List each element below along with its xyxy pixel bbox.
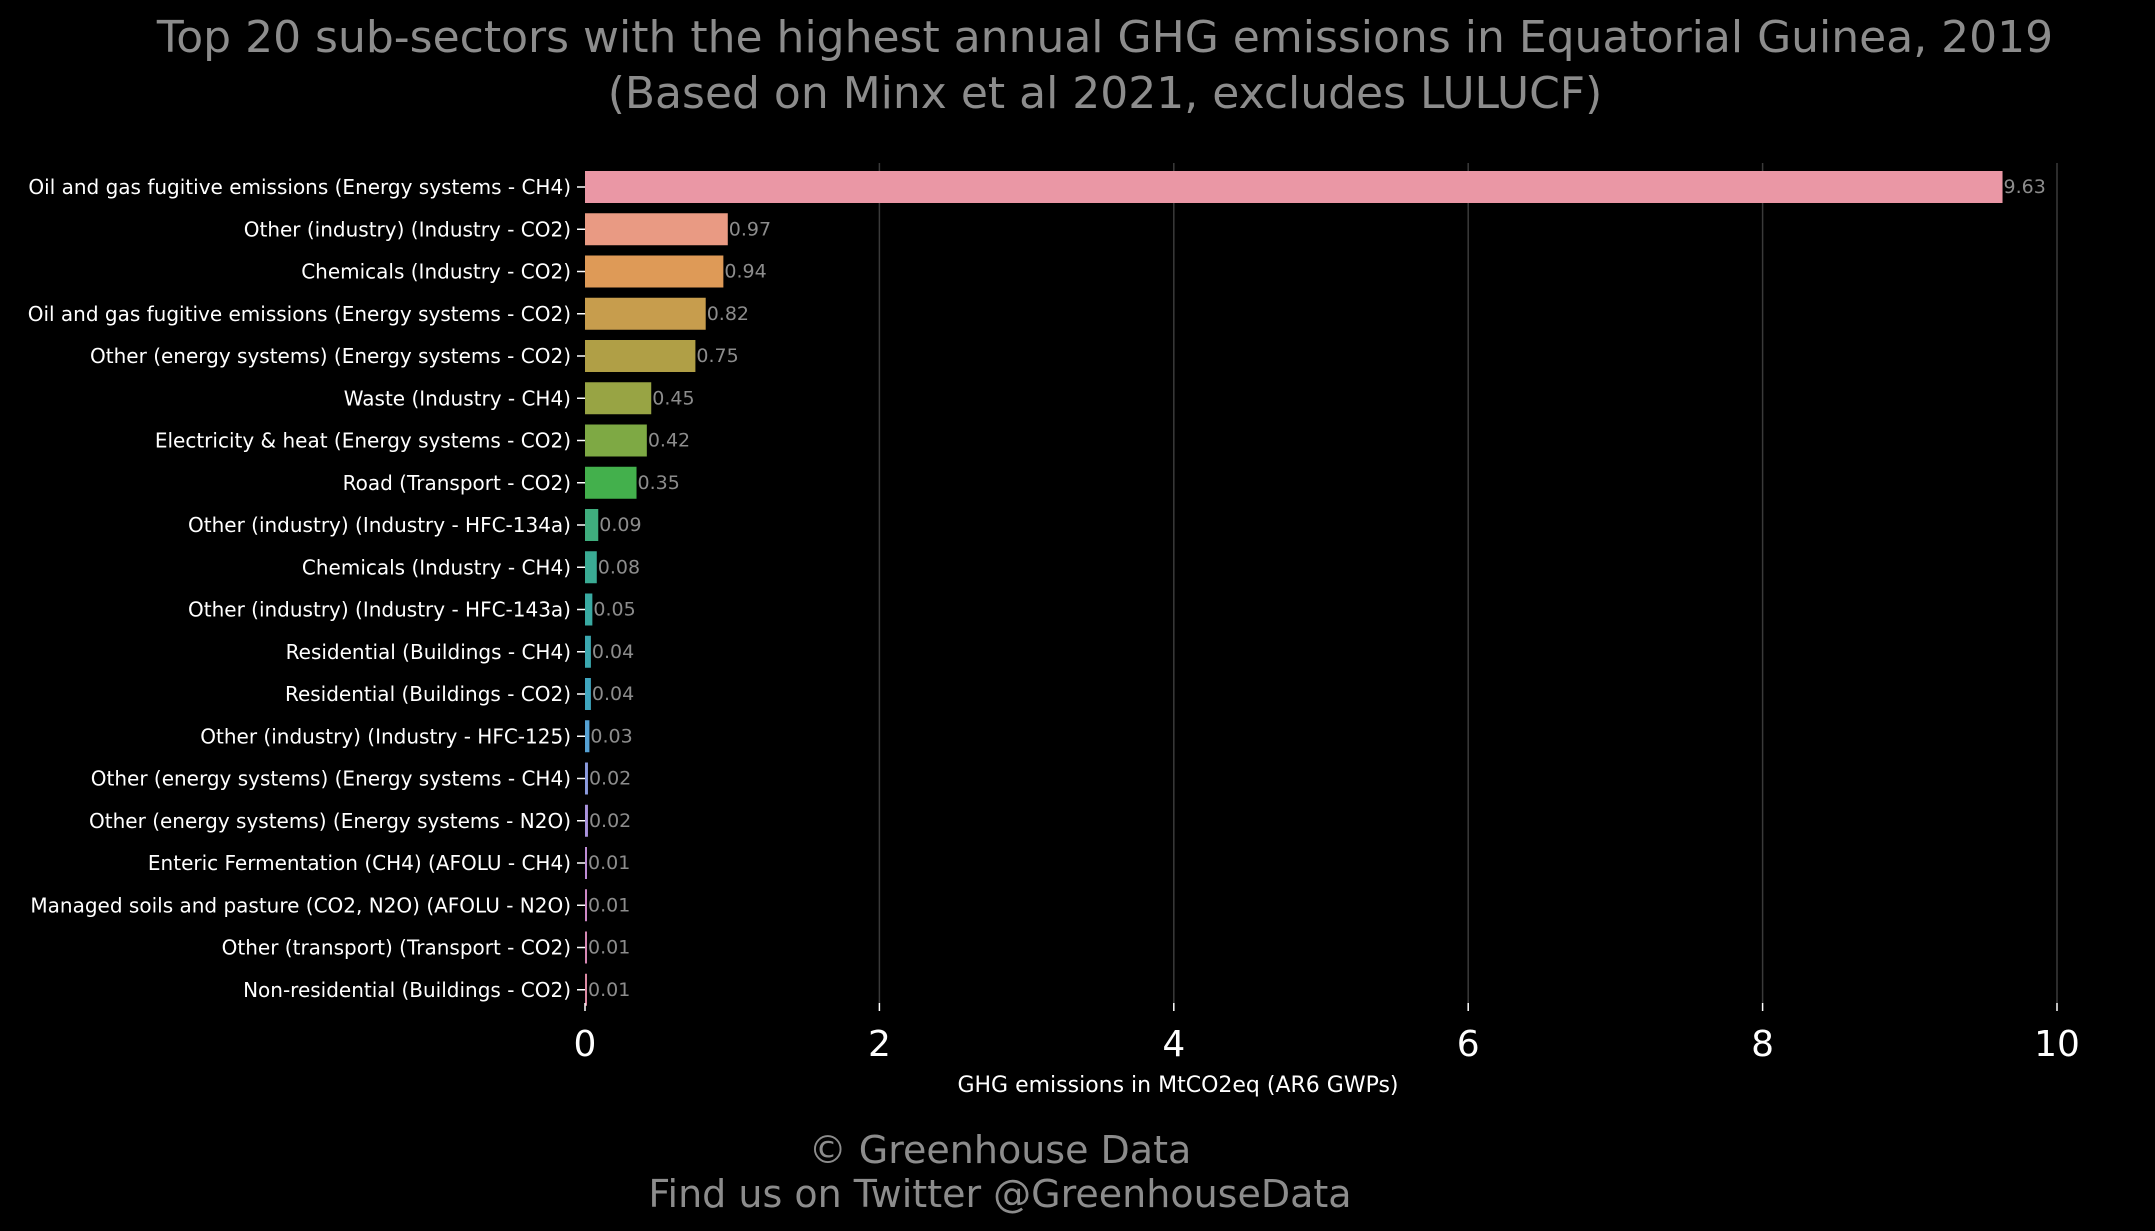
x-tick-label-4: 8: [1751, 1024, 1774, 1065]
credit-line-2: Find us on Twitter @GreenhouseData: [648, 1172, 1351, 1216]
grid-lines: [878, 163, 2058, 1003]
bar-15: [585, 762, 588, 795]
value-label-11: 0.05: [593, 599, 635, 621]
category-label-5: Other (energy systems) (Energy systems -…: [90, 344, 571, 368]
value-label-9: 0.09: [599, 514, 641, 536]
bar-5: [585, 340, 696, 372]
category-label-20: Non-residential (Buildings - CO2): [243, 978, 571, 1002]
category-label-3: Chemicals (Industry - CO2): [301, 260, 571, 284]
category-label-4: Oil and gas fugitive emissions (Energy s…: [28, 302, 571, 326]
bar-16: [585, 804, 588, 837]
bar-19: [585, 931, 587, 964]
category-labels: Oil and gas fugitive emissions (Energy s…: [28, 175, 585, 1002]
x-axis: 0 2 4 6 8 10: [574, 1003, 2080, 1065]
category-label-1: Oil and gas fugitive emissions (Energy s…: [28, 175, 571, 199]
value-label-6: 0.45: [652, 387, 694, 409]
value-label-16: 0.02: [589, 810, 631, 832]
value-label-1: 9.63: [2004, 176, 2046, 198]
category-label-8: Road (Transport - CO2): [343, 471, 571, 495]
bar-14: [585, 720, 590, 753]
x-tick-label-3: 6: [1457, 1024, 1480, 1065]
category-label-17: Enteric Fermentation (CH4) (AFOLU - CH4): [148, 851, 571, 875]
category-label-19: Other (transport) (Transport - CO2): [222, 936, 571, 960]
chart-subtitle: (Based on Minx et al 2021, excludes LULU…: [608, 68, 1603, 119]
x-tick-label-2: 4: [1162, 1024, 1185, 1065]
value-label-10: 0.08: [598, 556, 640, 578]
bar-10: [585, 551, 597, 584]
category-label-11: Other (industry) (Industry - HFC-143a): [188, 598, 571, 622]
x-axis-title: GHG emissions in MtCO2eq (AR6 GWPs): [957, 1073, 1398, 1098]
value-label-8: 0.35: [638, 472, 680, 494]
value-label-13: 0.04: [592, 683, 634, 705]
bar-4: [585, 297, 706, 330]
value-label-2: 0.97: [729, 218, 771, 240]
value-label-14: 0.03: [590, 725, 632, 747]
x-tick-label-0: 0: [574, 1024, 597, 1065]
category-label-13: Residential (Buildings - CO2): [285, 682, 571, 706]
bar-17: [585, 847, 587, 879]
value-label-7: 0.42: [648, 430, 690, 452]
bar-6: [585, 382, 652, 415]
value-label-20: 0.01: [588, 979, 630, 1001]
category-label-6: Waste (Industry - CH4): [344, 386, 571, 410]
bar-2: [585, 213, 728, 246]
value-label-18: 0.01: [588, 894, 630, 916]
category-label-16: Other (energy systems) (Energy systems -…: [89, 809, 571, 833]
category-label-14: Other (industry) (Industry - HFC-125): [200, 724, 571, 748]
credit-line-1: © Greenhouse Data: [809, 1128, 1192, 1172]
category-label-12: Residential (Buildings - CH4): [286, 640, 571, 664]
x-tick-label-5: 10: [2034, 1024, 2080, 1065]
bar-20: [585, 973, 587, 1006]
value-label-12: 0.04: [592, 641, 634, 663]
category-label-2: Other (industry) (Industry - CO2): [244, 217, 571, 241]
chart-title: Top 20 sub-sectors with the highest annu…: [156, 12, 2053, 63]
value-label-17: 0.01: [588, 852, 630, 874]
bar-11: [585, 593, 593, 626]
bars: [585, 171, 2003, 1006]
category-label-18: Managed soils and pasture (CO2, N2O) (AF…: [30, 893, 571, 917]
value-label-4: 0.82: [707, 303, 749, 325]
bar-9: [585, 509, 599, 541]
bar-1: [585, 171, 2003, 203]
value-label-5: 0.75: [696, 345, 738, 367]
bar-13: [585, 678, 591, 710]
value-labels: 9.63 0.97 0.94 0.82 0.750.45 0.42 0.35 0.09 0.08…: [588, 176, 2046, 1001]
bar-18: [585, 889, 587, 922]
bar-3: [585, 255, 724, 288]
value-label-15: 0.02: [589, 768, 631, 790]
x-tick-label-1: 2: [868, 1024, 891, 1065]
value-label-19: 0.01: [588, 937, 630, 959]
value-label-3: 0.94: [724, 261, 766, 283]
category-label-10: Chemicals (Industry - CH4): [302, 555, 571, 579]
category-label-7: Electricity & heat (Energy systems - CO2…: [155, 429, 571, 453]
bar-8: [585, 466, 637, 499]
category-label-15: Other (energy systems) (Energy systems -…: [91, 767, 571, 791]
category-label-9: Other (industry) (Industry - HFC-134a): [188, 513, 571, 537]
bar-12: [585, 635, 591, 668]
bar-7: [585, 424, 647, 457]
